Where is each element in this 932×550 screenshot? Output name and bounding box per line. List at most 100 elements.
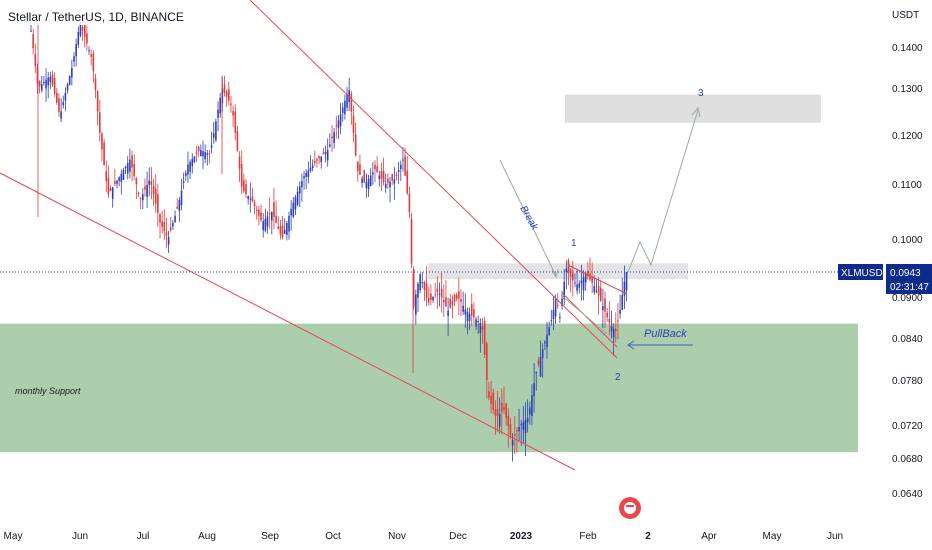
time-axis[interactable]: May Jun Jul Aug Sep Oct Nov Dec 2023 Feb 2 Apr May Ju… xyxy=(4,531,844,542)
candle-body xyxy=(522,421,525,430)
candle-body xyxy=(176,206,178,209)
last-price-tag: XLMUSDT 0.0943 02:31:47 xyxy=(838,264,932,294)
candle-body xyxy=(62,102,65,106)
price-tick-label: 0.1400 xyxy=(892,43,923,54)
candle-body xyxy=(572,273,574,281)
candle-body xyxy=(556,304,559,306)
candle-body xyxy=(574,282,576,284)
target-zone xyxy=(565,94,821,123)
candle-body xyxy=(470,304,473,316)
candle-body xyxy=(197,147,200,152)
time-tick-label: Feb xyxy=(579,531,597,542)
candle-body xyxy=(111,187,114,199)
candle-body xyxy=(202,151,204,157)
candle-body xyxy=(88,50,90,52)
time-tick-label: May xyxy=(763,531,782,542)
symbol-tag xyxy=(838,264,883,280)
candle-body xyxy=(513,434,516,436)
candle-body xyxy=(288,215,290,232)
candle-body xyxy=(494,409,497,416)
candle-body xyxy=(135,178,138,185)
time-tick-label: Nov xyxy=(388,531,406,542)
candle-body xyxy=(264,218,267,231)
candle-body xyxy=(462,305,464,312)
chart-title: Stellar / TetherUS, 1D, BINANCE xyxy=(6,9,186,25)
candle-body xyxy=(161,221,163,227)
candle-body xyxy=(421,282,424,284)
time-tick-label: 2023 xyxy=(510,531,533,542)
candle-body xyxy=(382,170,385,182)
candle-body xyxy=(68,76,71,85)
flag-lower-line xyxy=(561,292,618,348)
candle-body xyxy=(126,163,129,174)
candle-body xyxy=(434,294,436,296)
candle-body xyxy=(94,78,97,91)
candle-body xyxy=(584,274,587,283)
candle-body xyxy=(64,92,67,101)
monthly-support-label: monthly Support xyxy=(15,386,81,396)
candle-body xyxy=(539,357,542,377)
candle-body xyxy=(122,170,125,180)
candle-body xyxy=(473,309,475,318)
price-tick-label: 0.0780 xyxy=(892,376,923,387)
candle-body xyxy=(406,170,409,194)
candle-body xyxy=(243,180,245,192)
candle-body xyxy=(337,120,340,128)
candle-body xyxy=(378,175,381,179)
candle-body xyxy=(490,395,492,404)
candle-body xyxy=(47,77,49,86)
candle-body xyxy=(546,334,548,348)
candle-body xyxy=(150,181,153,185)
candle-body xyxy=(49,76,52,83)
candle-body xyxy=(335,125,338,127)
candle-body xyxy=(157,194,159,214)
candle-body xyxy=(563,281,565,300)
candle-body xyxy=(372,172,374,175)
candle-body xyxy=(567,260,570,273)
pullback-arrow-head xyxy=(627,340,635,350)
candle-body xyxy=(619,309,621,314)
candle-body xyxy=(475,319,477,327)
candle-body xyxy=(498,414,501,427)
candle-body xyxy=(346,94,348,108)
time-tick-label: May xyxy=(4,531,23,542)
candle-body xyxy=(438,293,441,295)
candle-body xyxy=(148,180,151,185)
candle-body xyxy=(580,280,583,284)
candle-body xyxy=(129,159,131,172)
candle-body xyxy=(404,156,406,176)
candle-body xyxy=(86,33,88,44)
candle-body xyxy=(602,306,604,311)
candle-body xyxy=(109,187,112,191)
candle-body xyxy=(120,173,123,182)
candle-body xyxy=(623,281,626,296)
candle-body xyxy=(286,222,288,235)
candle-body xyxy=(266,216,269,227)
zones-layer xyxy=(0,94,858,453)
candle-body xyxy=(40,84,43,91)
candle-body xyxy=(32,34,34,49)
candle-body xyxy=(296,191,299,205)
candle-body xyxy=(593,286,596,293)
candle-body xyxy=(96,91,99,112)
candle-body xyxy=(260,212,262,221)
candle-body xyxy=(554,299,557,317)
candle-body xyxy=(219,97,221,114)
candle-body xyxy=(124,166,127,169)
candle-body xyxy=(174,215,176,223)
candle-body xyxy=(281,225,284,238)
candle-body xyxy=(212,133,215,138)
candle-body xyxy=(66,84,69,91)
time-tick-label: Sep xyxy=(261,531,279,542)
candle-body xyxy=(230,103,232,105)
candle-body xyxy=(458,291,460,299)
candle-body xyxy=(146,184,148,197)
candle-body xyxy=(548,327,550,335)
candle-body xyxy=(561,298,563,306)
break-label: Break xyxy=(517,204,540,233)
candle-body xyxy=(333,132,335,143)
candle-body xyxy=(314,160,316,164)
projection-path xyxy=(627,109,699,273)
candle-body xyxy=(217,109,219,118)
